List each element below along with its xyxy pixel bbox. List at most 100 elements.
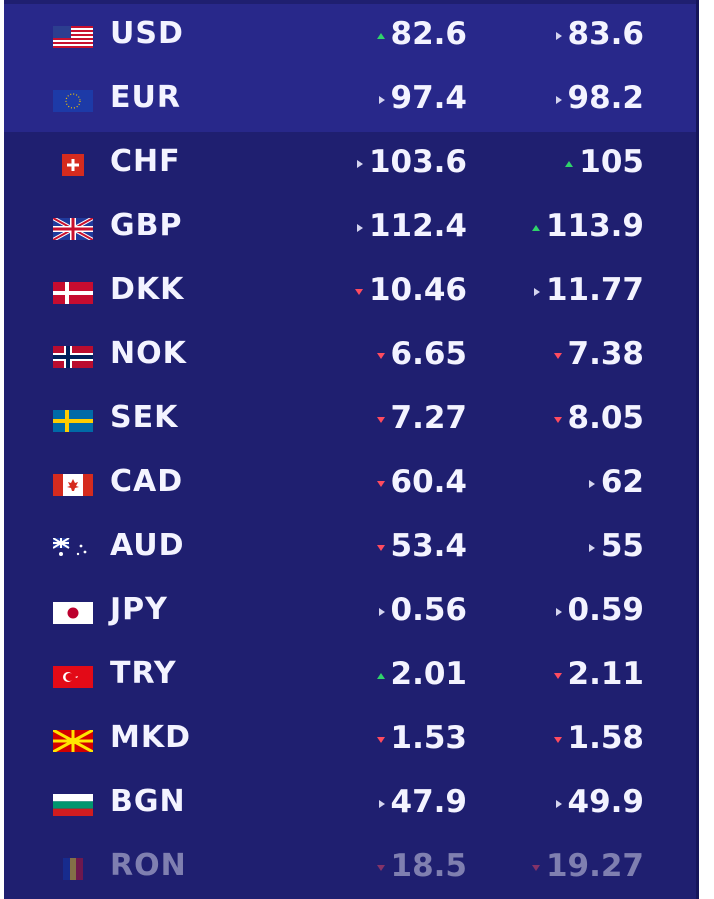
currency-row-try[interactable]: TRY 2.01 2.11: [4, 644, 696, 708]
currency-code: TRY: [110, 656, 177, 691]
buy-value: 53.4: [390, 528, 468, 564]
trend-flat-icon: [533, 287, 540, 296]
trend-down-icon: [376, 864, 385, 871]
trend-flat-icon: [378, 607, 385, 616]
currency-row-ron[interactable]: RON 18.5 19.27: [4, 836, 696, 899]
sell-rate: 55: [588, 528, 644, 564]
trend-flat-icon: [555, 95, 562, 104]
se-flag-icon: [53, 410, 93, 432]
trend-up-icon: [531, 224, 540, 231]
trend-flat-icon: [378, 799, 385, 808]
sell-value: 2.11: [567, 656, 645, 692]
sell-rate: 19.27: [531, 848, 644, 884]
currency-row-usd[interactable]: USD 82.6 83.6: [4, 4, 696, 68]
buy-rate: 2.01: [376, 656, 468, 692]
currency-row-jpy[interactable]: JPY 0.56 0.59: [4, 580, 696, 644]
currency-rate-panel: USD 82.6 83.6 EUR 97.4 98.2 CHF 103.6 10…: [4, 0, 699, 899]
buy-rate: 60.4: [376, 464, 467, 500]
buy-rate: 6.65: [376, 336, 468, 372]
currency-code: CHF: [110, 144, 181, 179]
sell-value: 11.77: [545, 272, 644, 308]
trend-up-icon: [376, 672, 385, 679]
trend-down-icon: [376, 480, 385, 487]
sell-value: 105: [579, 144, 644, 180]
trend-flat-icon: [555, 607, 562, 616]
currency-code: AUD: [110, 528, 185, 563]
buy-value: 0.56: [390, 592, 468, 628]
buy-rate: 10.46: [354, 272, 467, 308]
trend-down-icon: [553, 352, 562, 359]
trend-down-icon: [531, 864, 540, 871]
currency-row-chf[interactable]: CHF 103.6 105: [4, 132, 696, 196]
currency-row-nok[interactable]: NOK 6.65 7.38: [4, 324, 696, 388]
sell-rate: 98.2: [555, 80, 645, 116]
mk-flag-icon: [53, 730, 93, 752]
trend-down-icon: [376, 416, 385, 423]
buy-rate: 112.4: [356, 208, 467, 244]
currency-code: CAD: [110, 464, 184, 499]
us-flag-icon: [53, 26, 93, 48]
trend-flat-icon: [356, 159, 363, 168]
sell-rate: 62: [588, 464, 644, 500]
trend-up-icon: [376, 32, 385, 39]
buy-value: 18.5: [390, 848, 468, 884]
sell-rate: 2.11: [553, 656, 645, 692]
buy-value: 82.6: [390, 16, 468, 52]
currency-row-aud[interactable]: AUD 53.4 55: [4, 516, 696, 580]
currency-code: SEK: [110, 400, 179, 435]
currency-row-bgn[interactable]: BGN 47.9 49.9: [4, 772, 696, 836]
au-flag-icon: [53, 538, 93, 560]
buy-value: 2.01: [390, 656, 468, 692]
gb-flag-icon: [53, 218, 93, 240]
trend-flat-icon: [588, 479, 595, 488]
sell-rate: 7.38: [553, 336, 645, 372]
sell-rate: 8.05: [553, 400, 644, 436]
currency-code: RON: [110, 848, 187, 883]
buy-value: 6.65: [390, 336, 468, 372]
sell-value: 98.2: [567, 80, 645, 116]
currency-row-cad[interactable]: CAD 60.4 62: [4, 452, 696, 516]
currency-code: GBP: [110, 208, 183, 243]
dk-flag-icon: [53, 282, 93, 304]
bg-flag-icon: [53, 794, 93, 816]
sell-value: 83.6: [567, 16, 645, 52]
buy-rate: 97.4: [378, 80, 467, 116]
buy-value: 112.4: [368, 208, 467, 244]
trend-down-icon: [376, 544, 385, 551]
sell-value: 7.38: [567, 336, 645, 372]
sell-rate: 83.6: [555, 16, 645, 52]
currency-code: USD: [110, 16, 184, 51]
trend-flat-icon: [555, 31, 562, 40]
buy-rate: 18.5: [376, 848, 468, 884]
tr-flag-icon: [53, 666, 93, 688]
eu-flag-icon: [53, 90, 93, 112]
buy-rate: 53.4: [376, 528, 468, 564]
trend-flat-icon: [356, 223, 363, 232]
currency-row-eur[interactable]: EUR 97.4 98.2: [4, 68, 696, 132]
buy-rate: 0.56: [378, 592, 468, 628]
sell-rate: 0.59: [555, 592, 645, 628]
buy-value: 103.6: [368, 144, 467, 180]
currency-row-dkk[interactable]: DKK 10.46 11.77: [4, 260, 696, 324]
trend-flat-icon: [555, 799, 562, 808]
sell-value: 55: [600, 528, 644, 564]
currency-row-sek[interactable]: SEK 7.27 8.05: [4, 388, 696, 452]
buy-value: 1.53: [390, 720, 468, 756]
trend-down-icon: [553, 736, 562, 743]
buy-rate: 7.27: [376, 400, 467, 436]
trend-flat-icon: [378, 95, 385, 104]
currency-code: MKD: [110, 720, 192, 755]
sell-value: 49.9: [567, 784, 645, 820]
currency-row-mkd[interactable]: MKD 1.53 1.58: [4, 708, 696, 772]
currency-row-gbp[interactable]: GBP 112.4 113.9: [4, 196, 696, 260]
sell-value: 19.27: [545, 848, 644, 884]
no-flag-icon: [53, 346, 93, 368]
trend-down-icon: [553, 672, 562, 679]
ch-flag-icon: [62, 154, 84, 176]
currency-code: BGN: [110, 784, 186, 819]
sell-value: 0.59: [567, 592, 645, 628]
sell-rate: 1.58: [553, 720, 644, 756]
trend-down-icon: [376, 736, 385, 743]
currency-code: EUR: [110, 80, 181, 115]
sell-rate: 49.9: [555, 784, 645, 820]
